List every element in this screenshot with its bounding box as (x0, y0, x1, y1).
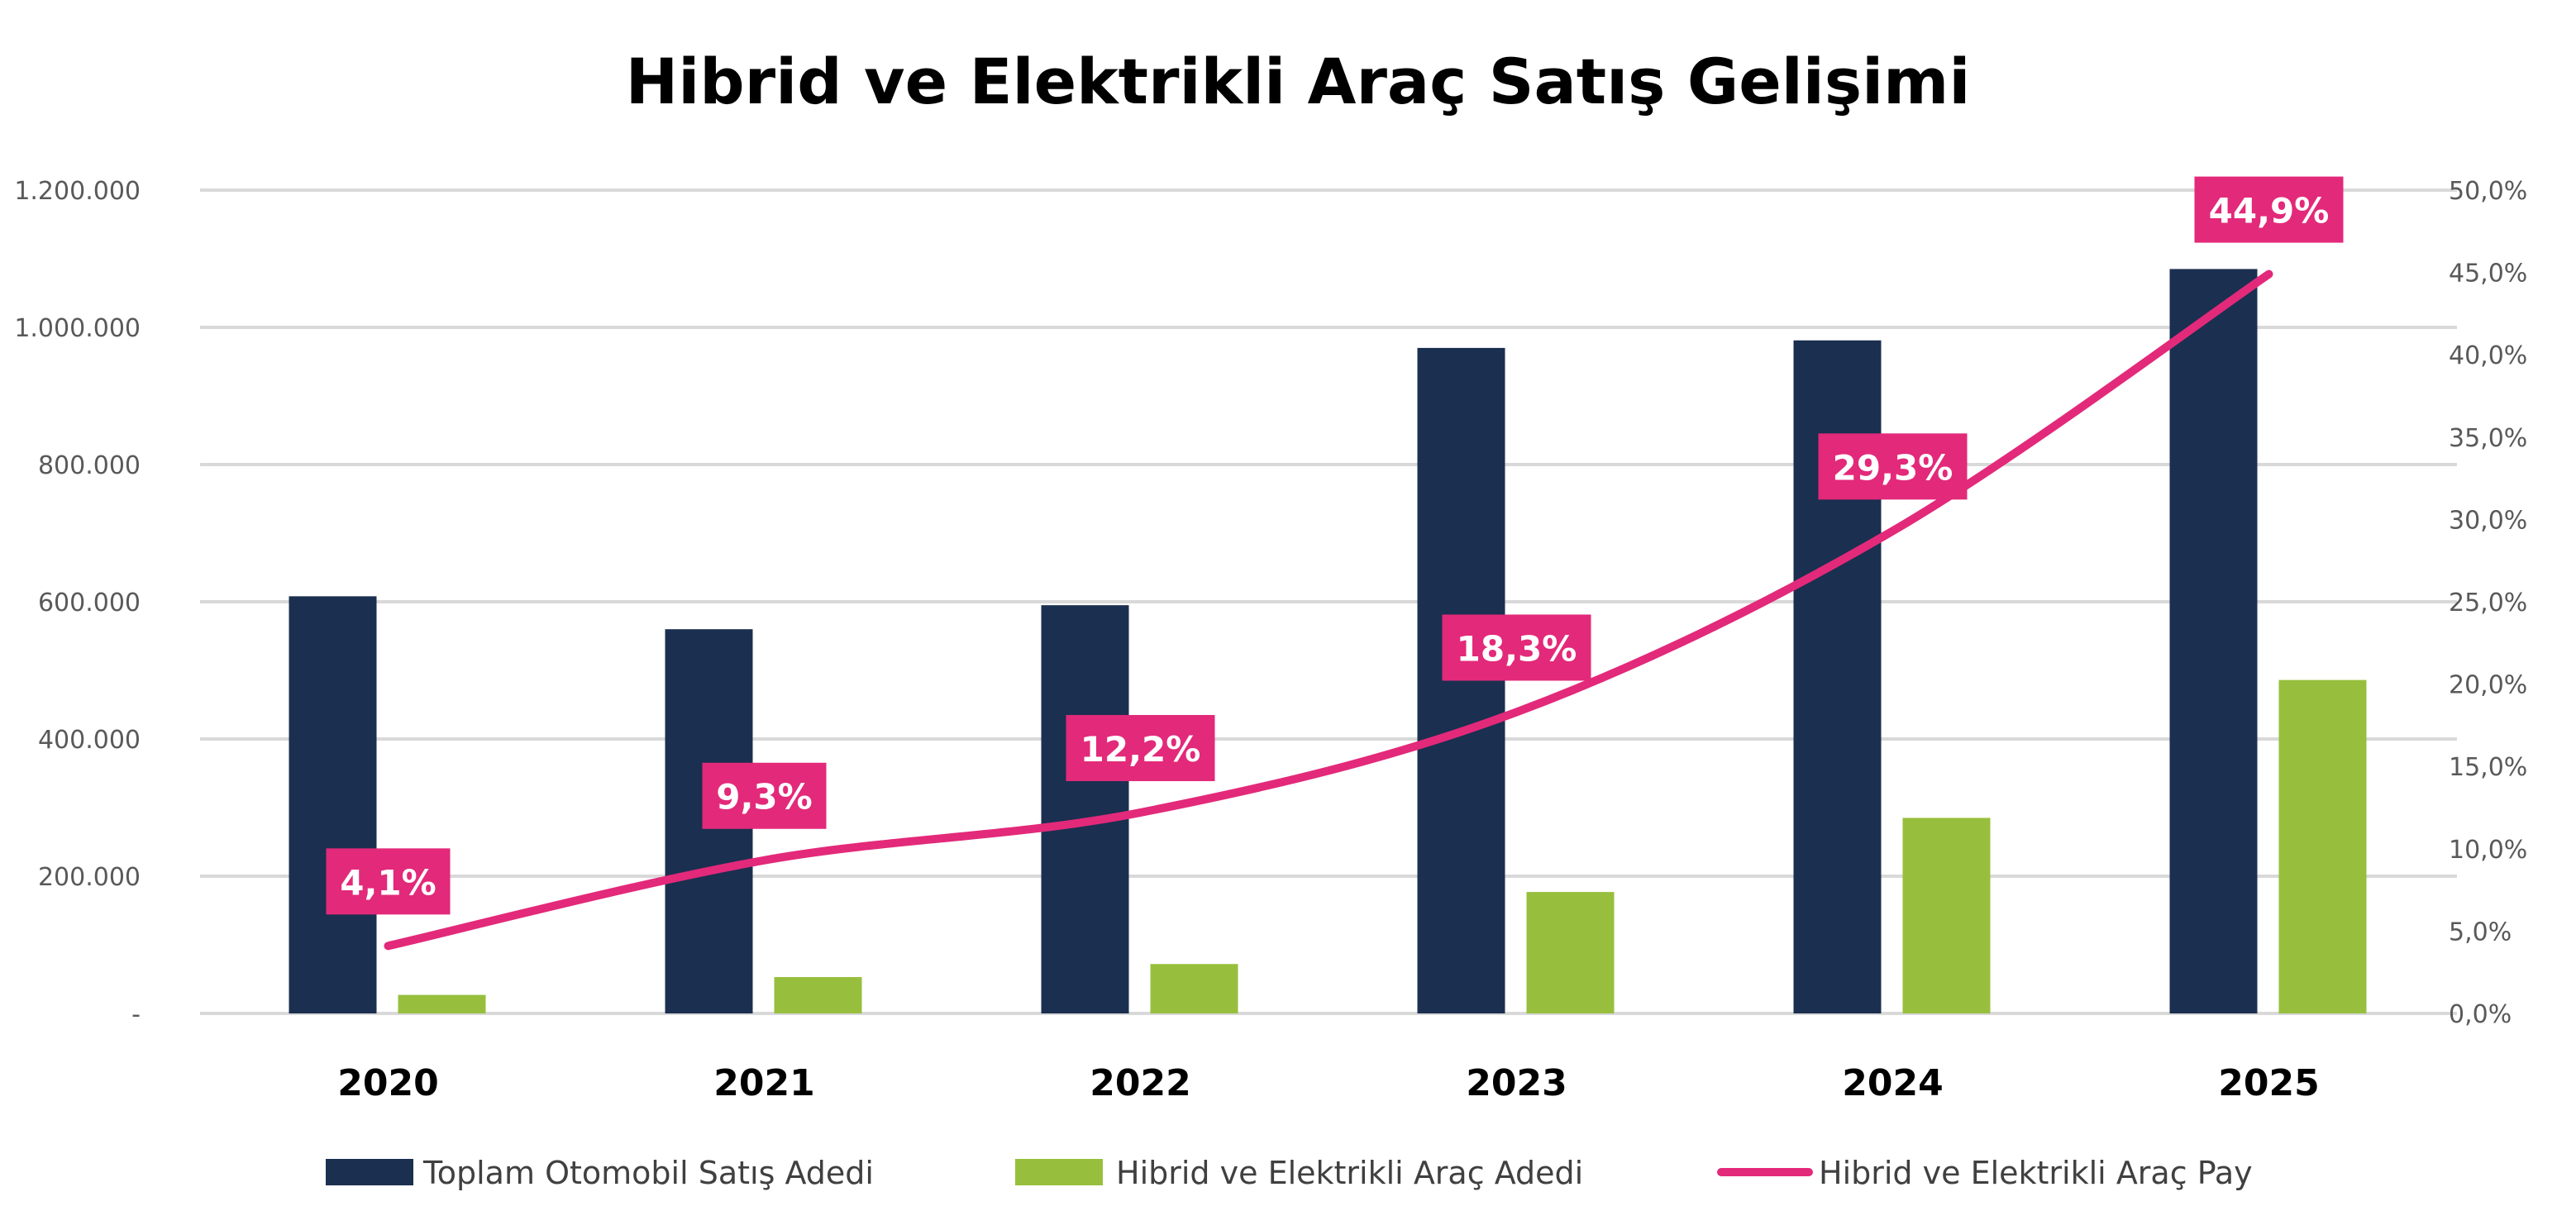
data-label: 4,1% (340, 862, 436, 903)
right-tick-label: 30,0% (2449, 506, 2527, 535)
legend-label-hybrid: Hibrid ve Elektrikli Araç Adedi (1116, 1155, 1583, 1191)
data-label-box (1818, 433, 1968, 500)
category-label: 2023 (1466, 1062, 1567, 1104)
right-tick-label: 5,0% (2449, 918, 2512, 946)
right-tick-label: 25,0% (2449, 589, 2527, 617)
right-tick-label: 50,0% (2449, 177, 2527, 206)
bar-hybrid (774, 977, 862, 1013)
left-tick-label: 200.000 (38, 863, 141, 892)
category-label: 2022 (1090, 1062, 1190, 1104)
data-label-box (1066, 714, 1215, 781)
bar-total (2169, 269, 2258, 1013)
data-label-box (2194, 176, 2344, 243)
share-line: 4,1% 9,3% 12,2% 18,3% 29,3% 44,9% (326, 176, 2344, 951)
legend-swatch-total (326, 1159, 413, 1185)
legend-swatch-hybrid (1015, 1159, 1103, 1185)
right-axis: 0,0% 5,0% 10,0% 15,0% 20,0% 25,0% 30,0% 35,0% 40… (2449, 177, 2527, 1029)
legend-label-share: Hibrid ve Elektrikli Araç Pay (1819, 1155, 2253, 1191)
data-label-box (1442, 614, 1591, 681)
left-tick-label: 1.200.000 (14, 177, 141, 206)
category-label: 2025 (2218, 1062, 2319, 1104)
chart-title: Hibrid ve Elektrikli Araç Satış Gelişimi (626, 45, 1971, 118)
left-axis: - 200.000 400.000 600.000 800.000 1.000.000 1.… (14, 177, 141, 1029)
bar-hybrid (398, 994, 486, 1013)
left-tick-label: 600.000 (38, 589, 141, 617)
bar-total (289, 596, 377, 1013)
right-tick-label: 40,0% (2449, 341, 2527, 370)
data-label-box (702, 762, 827, 829)
data-label-box (326, 848, 451, 915)
data-label: 9,3% (716, 777, 812, 818)
legend-label-total: Toplam Otomobil Satış Adedi (422, 1155, 874, 1191)
bar-hybrid (1526, 892, 1615, 1013)
data-label: 29,3% (1833, 447, 1953, 488)
right-tick-label: 0,0% (2449, 1000, 2512, 1029)
bar-hybrid (1150, 964, 1238, 1013)
category-label: 2021 (713, 1062, 814, 1104)
legend: Toplam Otomobil Satış Adedi Hibrid ve El… (326, 1155, 2253, 1191)
bar-hybrid (1902, 818, 1991, 1013)
category-label: 2020 (337, 1062, 438, 1104)
right-tick-label: 15,0% (2449, 753, 2527, 782)
right-tick-label: 10,0% (2449, 836, 2527, 865)
left-tick-label: - (131, 1000, 141, 1029)
share-line-path (384, 269, 2273, 951)
right-tick-label: 20,0% (2449, 671, 2527, 700)
bar-hybrid (2278, 679, 2367, 1013)
right-tick-label: 35,0% (2449, 424, 2527, 453)
left-tick-label: 800.000 (38, 451, 141, 480)
gridlines (200, 188, 2457, 1015)
left-tick-label: 400.000 (38, 726, 141, 755)
right-tick-label: 45,0% (2449, 260, 2527, 288)
x-axis: 2020 2021 2022 2023 2024 2025 (337, 1062, 2319, 1104)
bars (289, 269, 2367, 1013)
data-label: 44,9% (2209, 191, 2330, 231)
data-label: 12,2% (1080, 729, 1201, 770)
bar-total (1041, 605, 1129, 1013)
category-label: 2024 (1842, 1062, 1943, 1104)
data-label: 18,3% (1457, 628, 1577, 669)
left-tick-label: 1.000.000 (14, 314, 141, 343)
